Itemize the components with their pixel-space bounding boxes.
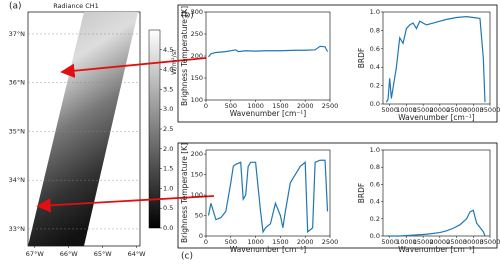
x-tick-label: 15000 — [413, 106, 434, 114]
colorbar-tick-label: 3.0 — [163, 105, 173, 113]
y-axis-label: Brighness Temperature [K] — [180, 143, 189, 243]
x-tick-label: 500 — [225, 102, 237, 110]
y-tick-label: 0 — [199, 232, 203, 240]
y-tick-label: 1.0 — [370, 146, 380, 154]
y-tick-label: 37°N — [9, 30, 26, 38]
map-title: Radiance CH1 — [53, 2, 99, 10]
x-tick-label: 20000 — [430, 106, 451, 114]
plot-frame — [382, 11, 491, 105]
y-tick-label: 0.8 — [370, 26, 380, 34]
y-tick-label: 200 — [191, 150, 203, 158]
colorbar-tick-label: 2.0 — [163, 145, 173, 153]
x-tick-label: 66°W — [60, 250, 79, 258]
x-tick-label: 2500 — [322, 238, 339, 246]
y-tick-label: 36°N — [9, 79, 26, 87]
y-axis-label: BRDF — [357, 48, 366, 68]
y-tick-label: 0.4 — [370, 198, 380, 206]
panel-label: (a) — [9, 2, 22, 12]
x-axis-label: Wavenumber [cm⁻¹] — [398, 245, 475, 254]
panel-label: (c) — [181, 252, 193, 262]
colorbar-tick-label: 3.5 — [163, 85, 173, 93]
y-tick-label: 35°N — [9, 127, 26, 135]
x-tick-label: 25000 — [446, 238, 467, 246]
x-tick-label: 35000 — [480, 106, 500, 114]
x-tick-label: 1500 — [272, 238, 289, 246]
x-axis-label: Wavenumber [cm⁻¹] — [230, 109, 307, 118]
x-tick-label: 25000 — [446, 106, 467, 114]
x-tick-label: 1500 — [272, 102, 289, 110]
x-tick-label: 5000 — [381, 106, 398, 114]
y-tick-label: 1.0 — [370, 8, 380, 16]
plot-frame — [205, 149, 331, 237]
colorbar-tick-label: 1.0 — [163, 184, 173, 192]
swath-image — [28, 12, 138, 246]
y-tick-label: 0.0 — [370, 100, 380, 108]
colorbar-tick-label: 4.5 — [163, 46, 173, 54]
y-tick-label: 0.8 — [370, 163, 380, 171]
x-tick-label: 1000 — [247, 102, 264, 110]
y-axis-label: Brighness Temperature [K] — [180, 6, 189, 106]
y-tick-label: 100 — [191, 96, 203, 104]
data-line — [208, 45, 329, 58]
data-line — [207, 159, 329, 234]
y-tick-label: 150 — [191, 74, 203, 82]
x-tick-label: 35000 — [480, 238, 500, 246]
x-tick-label: 0 — [204, 238, 208, 246]
data-line — [385, 15, 486, 103]
x-tick-label: 64°W — [128, 250, 147, 258]
x-tick-label: 2000 — [297, 238, 314, 246]
y-tick-label: 200 — [191, 52, 203, 60]
arrow — [36, 195, 215, 213]
x-axis-label: Wavenumber [cm⁻¹] — [230, 245, 307, 254]
y-tick-label: 0.0 — [370, 232, 380, 240]
x-tick-label: 10000 — [396, 238, 417, 246]
x-tick-label: 65°W — [94, 250, 113, 258]
x-tick-label: 30000 — [463, 106, 484, 114]
panel-label: (b) — [181, 11, 194, 21]
x-tick-label: 67°W — [26, 250, 45, 258]
x-tick-label: 2500 — [322, 102, 339, 110]
x-tick-label: 0 — [204, 102, 208, 110]
x-tick-label: 5000 — [381, 238, 398, 246]
x-tick-label: 15000 — [413, 238, 434, 246]
colorbar-label: W/m²/sr — [170, 49, 178, 75]
x-tick-label: 20000 — [430, 238, 451, 246]
x-tick-label: 2000 — [297, 102, 314, 110]
arrow — [60, 57, 207, 78]
y-tick-label: 0.4 — [370, 63, 380, 71]
y-tick-label: 33°N — [9, 225, 26, 233]
y-tick-label: 34°N — [9, 176, 26, 184]
x-axis-label: Wavenumber [cm⁻¹] — [398, 113, 475, 122]
y-tick-label: 0.6 — [370, 45, 380, 53]
y-tick-label: 0.2 — [370, 215, 380, 223]
y-tick-label: 100 — [191, 191, 203, 199]
colorbar-tick-label: 2.5 — [163, 125, 173, 133]
colorbar-tick-label: 0.0 — [163, 224, 173, 232]
colorbar-tick-label: 1.5 — [163, 165, 173, 173]
y-tick-label: 300 — [191, 8, 203, 16]
panel-box — [177, 4, 498, 123]
colorbar-tick-label: 0.5 — [163, 204, 173, 212]
x-tick-label: 10000 — [396, 106, 417, 114]
plot-frame — [205, 11, 331, 101]
y-tick-label: 50 — [195, 212, 203, 220]
x-tick-label: 30000 — [463, 238, 484, 246]
y-tick-label: 0.6 — [370, 180, 380, 188]
y-tick-label: 0.2 — [370, 82, 380, 90]
panel-box — [177, 142, 498, 249]
y-tick-label: 150 — [191, 171, 203, 179]
y-tick-label: 250 — [191, 30, 203, 38]
colorbar-tick-label: 4.0 — [163, 66, 173, 74]
x-tick-label: 1000 — [247, 238, 264, 246]
y-axis-label: BRDF — [357, 183, 366, 203]
plot-frame — [382, 149, 491, 237]
data-line — [386, 209, 486, 237]
x-tick-label: 500 — [225, 238, 237, 246]
